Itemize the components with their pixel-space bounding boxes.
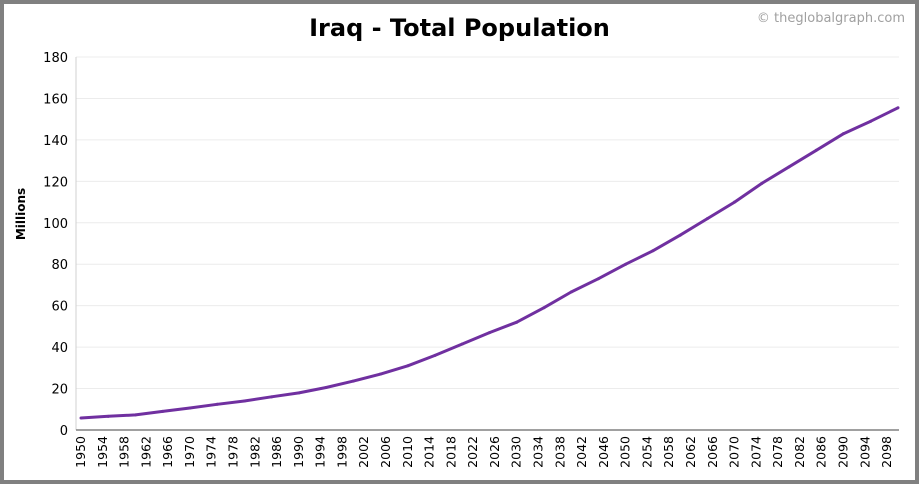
x-tick-label: 2070 (727, 436, 742, 468)
x-tick-label: 2014 (422, 436, 437, 468)
data-point (869, 119, 873, 123)
x-tick-label: 1982 (247, 436, 262, 468)
data-point (460, 342, 464, 346)
chart-title: Iraq - Total Population (309, 14, 610, 42)
data-point (406, 364, 410, 368)
data-point (215, 402, 219, 406)
x-tick-label: 2022 (465, 436, 480, 468)
data-point (488, 331, 491, 335)
x-tick-label: 2010 (400, 436, 415, 468)
x-tick-label: 2042 (574, 436, 589, 468)
y-axis-label: Millions (14, 188, 28, 240)
data-point (297, 391, 301, 395)
x-tick-label: 2090 (836, 436, 851, 468)
data-point (569, 290, 573, 294)
y-tick-label: 60 (51, 300, 68, 315)
x-tick-label: 1974 (204, 436, 219, 468)
data-point (79, 416, 83, 420)
data-point (161, 409, 165, 413)
x-tick-label: 2018 (443, 436, 458, 468)
x-tick-label: 2030 (509, 436, 524, 468)
x-tick-label: 2050 (618, 436, 633, 468)
x-tick-label: 2038 (552, 436, 567, 468)
x-tick-label: 2078 (770, 436, 785, 468)
x-tick-label: 1962 (138, 436, 153, 468)
x-tick-label: 2098 (879, 436, 894, 468)
y-tick-label: 140 (43, 134, 68, 149)
data-point (324, 386, 328, 390)
data-point (842, 132, 846, 136)
y-tick-label: 80 (51, 258, 68, 273)
x-tick-label: 2082 (792, 436, 807, 468)
data-point (515, 320, 519, 324)
x-tick-label: 1998 (334, 436, 349, 468)
x-tick-label: 2026 (487, 436, 502, 468)
data-point (188, 406, 192, 410)
x-tick-label: 1966 (160, 436, 175, 468)
x-tick-label: 2062 (683, 436, 698, 468)
y-tick-label: 20 (51, 383, 68, 398)
x-tick-label: 2058 (661, 436, 676, 468)
x-tick-label: 2074 (748, 436, 763, 468)
x-tick-label: 1986 (269, 436, 284, 468)
data-point (814, 148, 818, 152)
population-line (80, 106, 899, 420)
x-tick-label: 1994 (313, 436, 328, 468)
x-tick-label: 2006 (378, 436, 393, 468)
x-tick-label: 2002 (356, 436, 371, 468)
y-tick-label: 0 (60, 424, 68, 439)
x-tick-label: 1958 (117, 436, 132, 468)
data-point (542, 306, 546, 310)
data-point (896, 106, 900, 110)
x-tick-label: 1970 (182, 436, 197, 468)
x-tick-label: 1978 (226, 436, 241, 468)
data-point (270, 395, 274, 399)
data-point (678, 233, 682, 237)
x-tick-label: 2094 (857, 436, 872, 468)
data-point (733, 200, 737, 204)
x-tick-label: 2046 (596, 436, 611, 468)
data-point (624, 262, 628, 266)
y-tick-label: 120 (43, 175, 68, 190)
y-tick-label: 40 (51, 341, 68, 356)
data-point (651, 249, 655, 253)
data-point (351, 379, 355, 383)
credit-text: © theglobalgraph.com (756, 11, 905, 26)
data-point (106, 414, 110, 418)
data-point (133, 413, 137, 417)
y-tick-label: 100 (43, 217, 68, 232)
data-point (760, 181, 764, 185)
y-tick-label: 180 (43, 51, 68, 66)
data-point (433, 353, 437, 357)
x-tick-label: 2086 (814, 436, 829, 468)
x-tick-label: 2066 (705, 436, 720, 468)
data-point (787, 165, 791, 169)
x-tick-label: 1950 (73, 436, 88, 468)
x-tick-label: 2054 (639, 436, 654, 468)
data-point (379, 372, 383, 376)
x-tick-label: 2034 (531, 436, 546, 468)
line-chart: 0 20 40 60 80 100 120 140 160 180 1950 1954 1958 1962… (14, 51, 900, 468)
data-point (705, 217, 709, 221)
x-tick-label: 1954 (95, 436, 110, 468)
y-tick-label: 160 (43, 92, 68, 107)
data-point (596, 277, 600, 281)
x-tick-label: 1990 (291, 436, 306, 468)
data-point (242, 399, 246, 403)
